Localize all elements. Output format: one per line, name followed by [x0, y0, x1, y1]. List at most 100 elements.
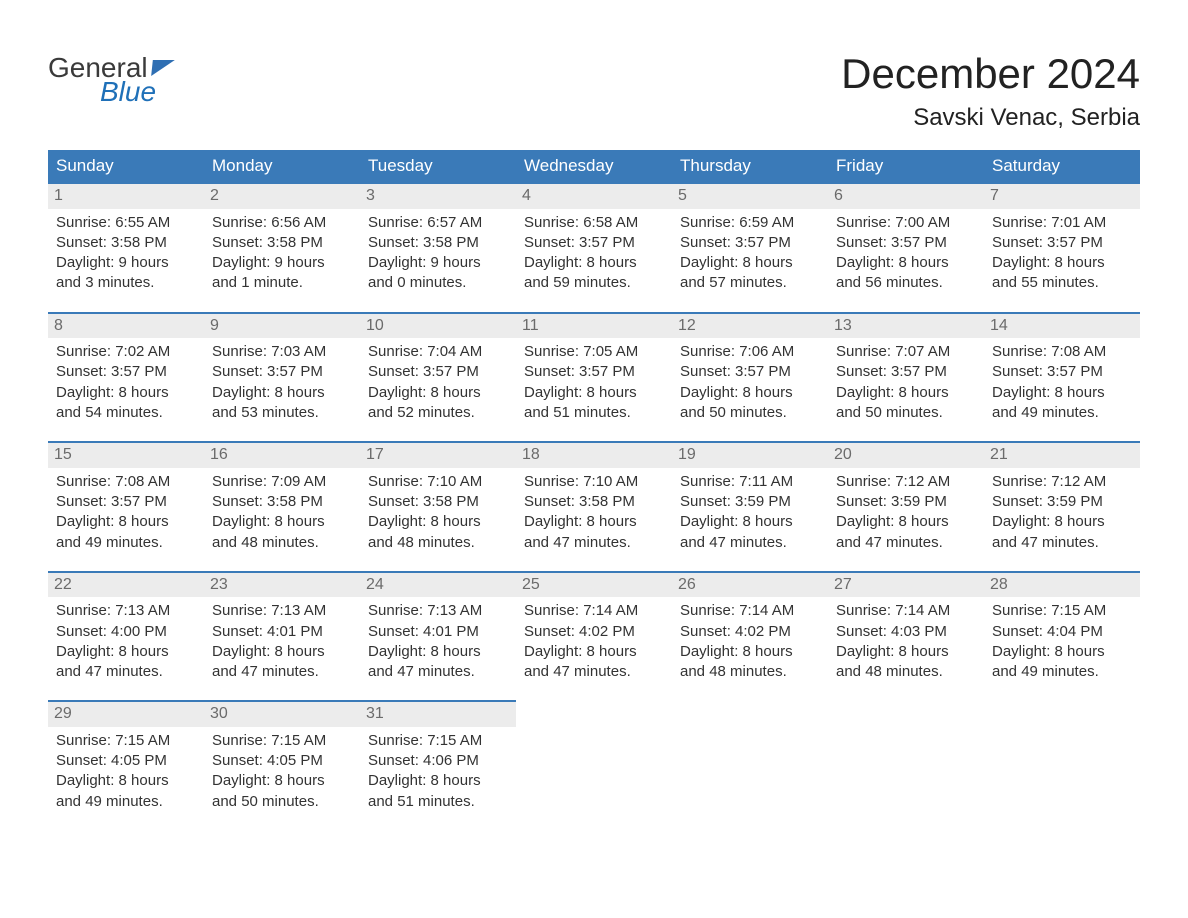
day-details: Sunrise: 7:01 AMSunset: 3:57 PMDaylight:…: [988, 213, 1136, 294]
daylight-label: Daylight:: [992, 384, 1055, 401]
sunset-line: Sunset: 3:57 PM: [680, 233, 820, 253]
sunset-line: Sunset: 3:59 PM: [836, 492, 976, 512]
sunset-label: Sunset:: [680, 493, 735, 510]
sunrise-line: Sunrise: 7:15 AM: [56, 731, 196, 751]
sunrise-line: Sunrise: 7:04 AM: [368, 342, 508, 362]
sunrise-value: 7:12 AM: [1051, 473, 1106, 490]
sunrise-label: Sunrise:: [212, 602, 271, 619]
sunset-line: Sunset: 3:57 PM: [992, 233, 1132, 253]
calendar-week: 22Sunrise: 7:13 AMSunset: 4:00 PMDayligh…: [48, 571, 1140, 701]
daylight-label: Daylight:: [368, 254, 431, 271]
daylight-line: Daylight: 8 hours and 49 minutes.: [992, 642, 1132, 683]
sunrise-label: Sunrise:: [212, 343, 271, 360]
sunset-value: 3:57 PM: [267, 363, 323, 380]
sunrise-label: Sunrise:: [680, 473, 739, 490]
day-number: 20: [828, 441, 984, 468]
sunset-line: Sunset: 3:58 PM: [368, 233, 508, 253]
day-details: Sunrise: 7:07 AMSunset: 3:57 PMDaylight:…: [832, 342, 980, 423]
sunset-line: Sunset: 4:05 PM: [56, 751, 196, 771]
calendar-day-cell: 5Sunrise: 6:59 AMSunset: 3:57 PMDaylight…: [672, 182, 828, 312]
sunset-label: Sunset:: [212, 752, 267, 769]
calendar-day-cell: 26Sunrise: 7:14 AMSunset: 4:02 PMDayligh…: [672, 571, 828, 701]
sunset-label: Sunset:: [368, 493, 423, 510]
sunrise-line: Sunrise: 7:09 AM: [212, 472, 352, 492]
calendar-day-cell: 8Sunrise: 7:02 AMSunset: 3:57 PMDaylight…: [48, 312, 204, 442]
sunrise-label: Sunrise:: [56, 602, 115, 619]
day-details: Sunrise: 7:06 AMSunset: 3:57 PMDaylight:…: [676, 342, 824, 423]
day-details: Sunrise: 7:15 AMSunset: 4:05 PMDaylight:…: [52, 731, 200, 812]
sunset-label: Sunset:: [368, 234, 423, 251]
day-number: 24: [360, 571, 516, 598]
daylight-line: Daylight: 8 hours and 47 minutes.: [368, 642, 508, 683]
day-number: 27: [828, 571, 984, 598]
day-details: Sunrise: 7:03 AMSunset: 3:57 PMDaylight:…: [208, 342, 356, 423]
sunrise-value: 7:06 AM: [739, 343, 794, 360]
sunset-line: Sunset: 4:00 PM: [56, 622, 196, 642]
daylight-line: Daylight: 8 hours and 54 minutes.: [56, 383, 196, 424]
sunset-value: 3:58 PM: [267, 234, 323, 251]
sunrise-line: Sunrise: 6:58 AM: [524, 213, 664, 233]
sunrise-line: Sunrise: 6:59 AM: [680, 213, 820, 233]
day-number: 3: [360, 182, 516, 209]
sunset-value: 4:03 PM: [891, 623, 947, 640]
sunrise-label: Sunrise:: [524, 602, 583, 619]
day-details: Sunrise: 7:09 AMSunset: 3:58 PMDaylight:…: [208, 472, 356, 553]
sunset-label: Sunset:: [368, 363, 423, 380]
sunset-line: Sunset: 3:57 PM: [524, 362, 664, 382]
sunrise-value: 7:15 AM: [271, 732, 326, 749]
day-number: 29: [48, 700, 204, 727]
sunrise-label: Sunrise:: [992, 473, 1051, 490]
sunset-line: Sunset: 3:57 PM: [680, 362, 820, 382]
calendar-day-cell: 14Sunrise: 7:08 AMSunset: 3:57 PMDayligh…: [984, 312, 1140, 442]
sunrise-value: 7:01 AM: [1051, 214, 1106, 231]
sunset-value: 3:59 PM: [735, 493, 791, 510]
sunset-label: Sunset:: [680, 623, 735, 640]
daylight-label: Daylight:: [524, 513, 587, 530]
sunset-label: Sunset:: [836, 363, 891, 380]
daylight-label: Daylight:: [836, 643, 899, 660]
sunset-value: 3:58 PM: [267, 493, 323, 510]
daylight-label: Daylight:: [212, 513, 275, 530]
sunrise-label: Sunrise:: [836, 473, 895, 490]
sunset-label: Sunset:: [56, 623, 111, 640]
sunrise-value: 7:15 AM: [427, 732, 482, 749]
sunset-value: 3:57 PM: [1047, 234, 1103, 251]
sunset-line: Sunset: 3:57 PM: [992, 362, 1132, 382]
calendar-day-cell: 25Sunrise: 7:14 AMSunset: 4:02 PMDayligh…: [516, 571, 672, 701]
sunrise-value: 7:15 AM: [1051, 602, 1106, 619]
sunrise-label: Sunrise:: [56, 343, 115, 360]
sunset-value: 4:04 PM: [1047, 623, 1103, 640]
daylight-label: Daylight:: [56, 513, 119, 530]
day-number: 23: [204, 571, 360, 598]
sunset-value: 3:58 PM: [579, 493, 635, 510]
day-details: Sunrise: 7:08 AMSunset: 3:57 PM Daylight:…: [988, 342, 1136, 423]
daylight-line: Daylight: 8 hours and 48 minutes.: [836, 642, 976, 683]
day-number: 9: [204, 312, 360, 339]
sunset-value: 3:57 PM: [423, 363, 479, 380]
sunrise-line: Sunrise: 7:08 AM: [56, 472, 196, 492]
sunset-line: Sunset: 3:58 PM: [56, 233, 196, 253]
day-details: Sunrise: 7:13 AMSunset: 4:01 PMDaylight:…: [208, 601, 356, 682]
daylight-line: Daylight: 8 hours and 51 minutes.: [368, 771, 508, 812]
daylight-line: Daylight: 9 hours and 3 minutes.: [56, 253, 196, 294]
sunset-line: Sunset: 3:57 PM: [836, 233, 976, 253]
daylight-label: Daylight:: [212, 772, 275, 789]
sunrise-value: 7:13 AM: [271, 602, 326, 619]
sunset-value: 3:59 PM: [891, 493, 947, 510]
sunset-value: 3:57 PM: [891, 363, 947, 380]
sunrise-value: 7:02 AM: [115, 343, 170, 360]
sunset-label: Sunset:: [992, 623, 1047, 640]
sunrise-value: 7:09 AM: [271, 473, 326, 490]
sunset-value: 4:06 PM: [423, 752, 479, 769]
sunset-value: 3:58 PM: [111, 234, 167, 251]
calendar-day-cell: 19Sunrise: 7:11 AMSunset: 3:59 PMDayligh…: [672, 441, 828, 571]
sunrise-line: Sunrise: 7:08 AM: [992, 342, 1132, 362]
sunset-label: Sunset:: [212, 623, 267, 640]
day-details: Sunrise: 7:12 AMSunset: 3:59 PMDaylight:…: [832, 472, 980, 553]
header-row: General Blue December 2024 Savski Venac,…: [48, 40, 1140, 132]
sunrise-value: 7:08 AM: [1051, 343, 1106, 360]
sunset-value: 3:57 PM: [735, 363, 791, 380]
daylight-label: Daylight:: [680, 384, 743, 401]
daylight-label: Daylight:: [212, 384, 275, 401]
day-details: Sunrise: 6:58 AMSunset: 3:57 PMDaylight:…: [520, 213, 668, 294]
